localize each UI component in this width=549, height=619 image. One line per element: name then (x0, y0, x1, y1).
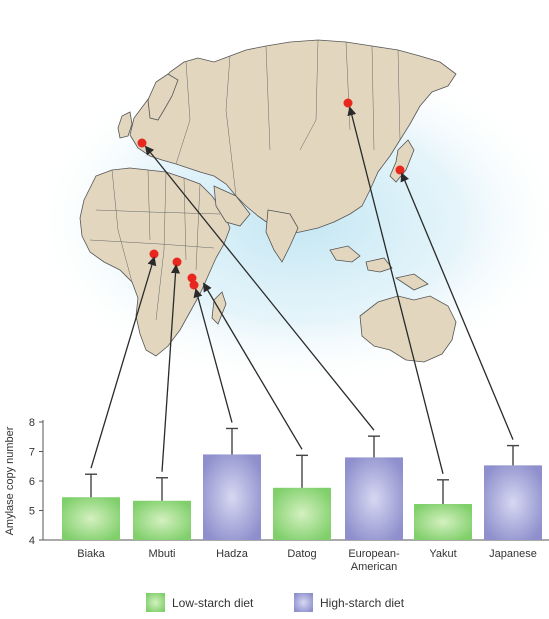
category-label-hadza: Hadza (216, 548, 249, 560)
bar-chart: 4 5 6 7 8 Biaka Mbuti Hadza Datog European-Ameri… (4, 417, 549, 573)
category-label-biaka: Biaka (77, 548, 105, 560)
category-label-japanese: Japanese (489, 548, 537, 560)
y-ticks: 4 5 6 7 8 (29, 417, 43, 547)
arrow-datog (203, 282, 303, 450)
location-dot-japanese (395, 165, 405, 175)
bar-japanese (484, 465, 542, 540)
location-dot-european-american (137, 138, 147, 148)
eurasia-landmass (129, 39, 457, 235)
bar-yakut (414, 504, 472, 540)
bar-datog (273, 487, 331, 540)
arrow-biaka (90, 256, 157, 469)
bars (62, 427, 542, 540)
location-dot-mbuti (172, 257, 182, 267)
legend-label-high: High-starch diet (320, 596, 405, 610)
category-label-european-american: American (351, 561, 397, 573)
australia-landmass (359, 295, 457, 363)
bar-biaka (62, 497, 120, 540)
y-tick-label: 7 (29, 447, 35, 459)
world-map (30, 39, 549, 390)
category-label-yakut: Yakut (429, 548, 456, 560)
bar-mbuti (133, 500, 191, 540)
location-dot-yakut (343, 98, 353, 108)
y-tick-label: 5 (29, 506, 35, 518)
arrow-hadza (193, 288, 233, 423)
category-label-mbuti: Mbuti (149, 548, 176, 560)
arrow-mbuti (161, 264, 181, 472)
y-tick-label: 4 (29, 535, 35, 547)
country-borders (89, 39, 401, 321)
connector-arrows (90, 106, 514, 474)
arrow-yakut (347, 106, 444, 474)
legend: Low-starch diet High-starch diet (146, 593, 405, 612)
category-label-european-american: European- (348, 548, 400, 560)
location-dot-hadza (189, 280, 199, 290)
arrow-japanese (400, 172, 514, 440)
legend-label-low: Low-starch diet (172, 596, 254, 610)
india (265, 209, 299, 263)
location-dot-biaka (149, 249, 159, 259)
bar-hadza (203, 454, 261, 540)
southeast-asia-islands (329, 245, 429, 291)
location-dot-datog (187, 273, 197, 283)
category-label-datog: Datog (287, 548, 316, 560)
sample-locations (137, 98, 405, 290)
y-tick-label: 8 (29, 417, 35, 429)
category-labels: Biaka Mbuti Hadza Datog European-American Yak… (77, 548, 537, 573)
legend-swatch-low (146, 593, 165, 612)
arrow-european-american (144, 145, 375, 431)
legend-swatch-high (294, 593, 313, 612)
y-axis-label: Amylase copy number (4, 426, 16, 535)
bar-european-american (345, 457, 403, 540)
scandinavia (147, 73, 179, 121)
y-tick-label: 6 (29, 476, 35, 488)
britain (117, 111, 133, 139)
